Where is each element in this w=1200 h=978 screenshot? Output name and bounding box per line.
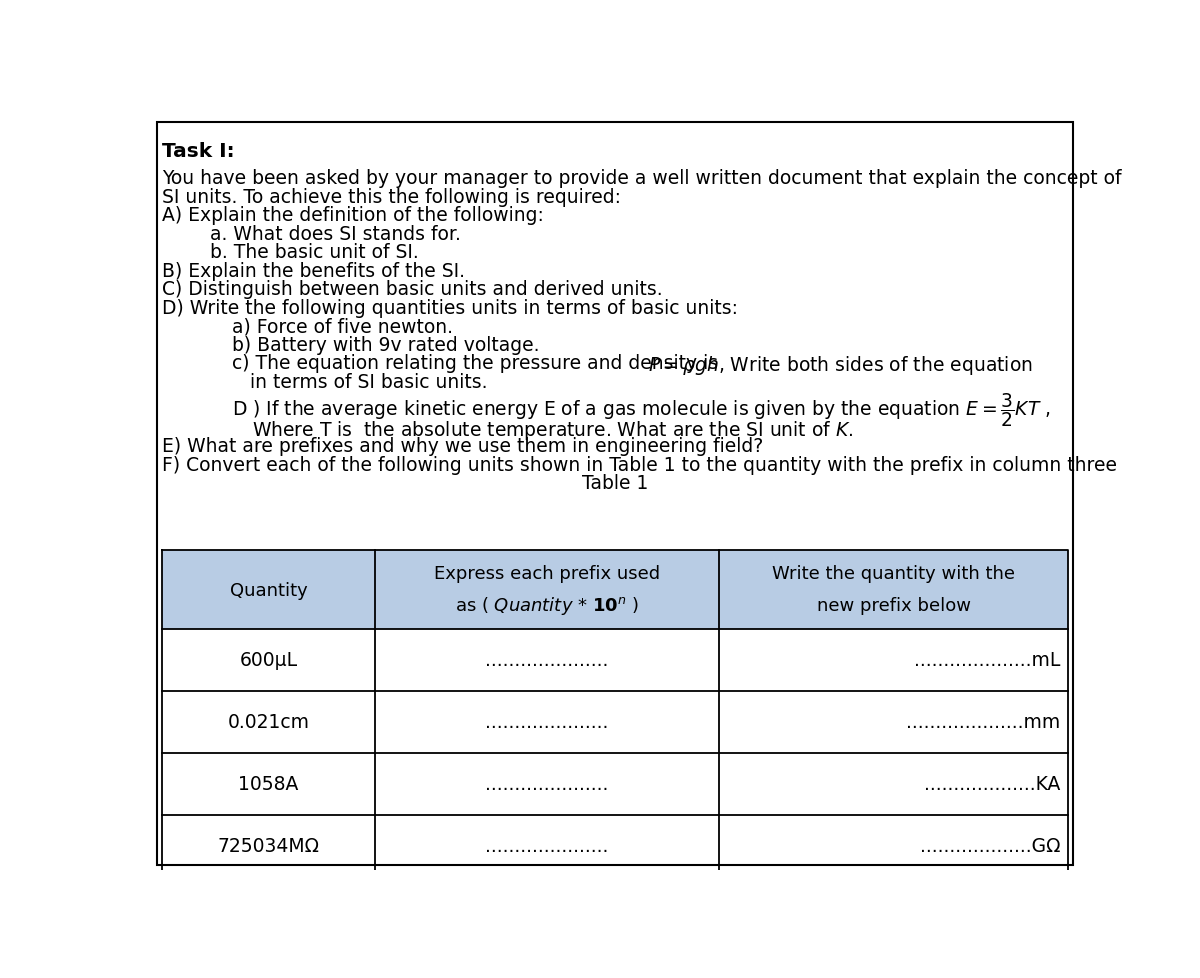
- Text: a) Force of five newton.: a) Force of five newton.: [232, 317, 452, 335]
- Text: as ( $\mathit{Quantity}$ * $\mathbf{10}^{\mathit{n}}$ ): as ( $\mathit{Quantity}$ * $\mathbf{10}^…: [455, 594, 640, 616]
- Text: a. What does SI stands for.: a. What does SI stands for.: [210, 225, 461, 244]
- Text: c) The equation relating the pressure and density is: c) The equation relating the pressure an…: [232, 354, 724, 373]
- Text: ....................mL: ....................mL: [914, 650, 1061, 670]
- Text: Express each prefix used: Express each prefix used: [434, 564, 660, 582]
- Text: Task I:: Task I:: [162, 142, 235, 161]
- Text: Table 1: Table 1: [582, 473, 648, 493]
- Text: in terms of SI basic units.: in terms of SI basic units.: [251, 373, 488, 391]
- Text: 0.021cm: 0.021cm: [228, 713, 310, 732]
- Text: E) What are prefixes and why we use them in engineering field?: E) What are prefixes and why we use them…: [162, 436, 763, 456]
- FancyBboxPatch shape: [162, 630, 1068, 876]
- Text: .....................: .....................: [485, 713, 608, 732]
- Text: D) Write the following quantities units in terms of basic units:: D) Write the following quantities units …: [162, 298, 738, 318]
- Text: F) Convert each of the following units shown in Table 1 to the quantity with the: F) Convert each of the following units s…: [162, 455, 1117, 474]
- Text: D ) If the average kinetic energy E of a gas molecule is given by the equation $: D ) If the average kinetic energy E of a…: [232, 391, 1051, 428]
- Text: b) Battery with 9v rated voltage.: b) Battery with 9v rated voltage.: [232, 335, 539, 354]
- Text: .....................: .....................: [485, 775, 608, 793]
- Text: 725034MΩ: 725034MΩ: [217, 836, 319, 855]
- Text: B) Explain the benefits of the SI.: B) Explain the benefits of the SI.: [162, 261, 466, 281]
- Text: Quantity: Quantity: [229, 581, 307, 599]
- Text: b. The basic unit of SI.: b. The basic unit of SI.: [210, 244, 419, 262]
- Text: ....................mm: ....................mm: [906, 713, 1061, 732]
- Text: ...................KA: ...................KA: [924, 775, 1061, 793]
- Text: $P = \rho gh$, Write both sides of the equation: $P = \rho gh$, Write both sides of the e…: [648, 354, 1032, 377]
- Text: 600μL: 600μL: [240, 650, 298, 670]
- Text: SI units. To achieve this the following is required:: SI units. To achieve this the following …: [162, 188, 622, 206]
- Text: You have been asked by your manager to provide a well written document that expl: You have been asked by your manager to p…: [162, 169, 1122, 189]
- Text: .....................: .....................: [485, 650, 608, 670]
- Text: A) Explain the definition of the following:: A) Explain the definition of the followi…: [162, 206, 544, 225]
- Text: 1058A: 1058A: [239, 775, 299, 793]
- FancyBboxPatch shape: [162, 551, 1068, 630]
- Text: Where T is  the absolute temperature. What are the SI unit of $K$.: Where T is the absolute temperature. Wha…: [252, 419, 853, 441]
- Text: C) Distinguish between basic units and derived units.: C) Distinguish between basic units and d…: [162, 280, 662, 299]
- Text: .....................: .....................: [485, 836, 608, 855]
- Text: new prefix below: new prefix below: [816, 596, 971, 614]
- Text: ...................GΩ: ...................GΩ: [920, 836, 1061, 855]
- Text: Write the quantity with the: Write the quantity with the: [772, 564, 1015, 582]
